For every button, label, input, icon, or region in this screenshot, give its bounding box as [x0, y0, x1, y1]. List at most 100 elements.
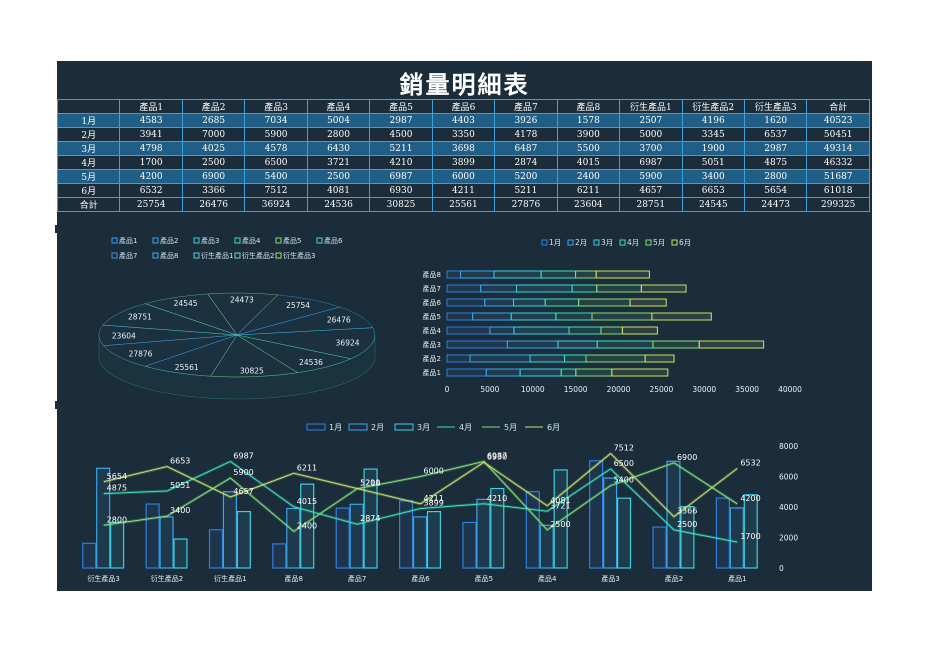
pie-data-label: 24536: [299, 358, 323, 367]
table-cell: 2800: [743, 169, 808, 184]
bar-segment: [446, 312, 474, 321]
bar: [462, 521, 477, 569]
table-cell: 5000: [619, 127, 683, 142]
table-cell: 25754: [119, 197, 183, 212]
table-cell: 4178: [494, 127, 558, 142]
bar-segment: [446, 284, 482, 293]
table-cell: 4211: [431, 183, 496, 198]
legend-label: 4月: [627, 238, 639, 247]
y-category-label: 產品2: [423, 354, 441, 363]
bar-segment: [469, 354, 531, 363]
table-header-cell: 衍生產品2: [681, 99, 745, 114]
table-header-cell: 產品2: [181, 99, 246, 114]
legend-swatch: [275, 252, 282, 259]
bar-segment: [472, 312, 512, 321]
bar: [525, 491, 540, 569]
bar-segment: [519, 368, 562, 377]
x-category-label: 產品2: [665, 574, 683, 583]
legend-label: 5月: [653, 238, 665, 247]
y-category-label: 產品7: [423, 284, 441, 293]
bar: [652, 526, 667, 569]
data-label: 4657: [233, 487, 253, 496]
legend-label: 5月: [504, 423, 517, 432]
table-header-cell: 產品3: [244, 99, 308, 114]
bar: [363, 468, 378, 569]
series-line: [103, 460, 738, 543]
x-tick-label: 20000: [607, 385, 631, 394]
data-label: 2500: [677, 520, 697, 529]
bar-segment: [493, 270, 542, 279]
bar-segment: [515, 284, 573, 293]
row-label: 合計: [56, 197, 121, 212]
legend-swatch: [152, 237, 159, 244]
table-cell: 2507: [619, 113, 683, 128]
x-category-label: 衍生產品3: [87, 574, 119, 583]
table-cell: 2685: [181, 113, 246, 128]
legend-swatch: [111, 237, 118, 244]
legend-swatch: [316, 237, 323, 244]
y-tick-label: 6000: [779, 473, 798, 482]
legend-label: 產品2: [160, 236, 178, 245]
table-cell: 23604: [556, 197, 621, 212]
legend-label: 6月: [547, 423, 560, 432]
bar-segment: [585, 354, 646, 363]
bar-segment: [446, 340, 508, 349]
bar-segment: [540, 270, 577, 279]
table-cell: 24536: [306, 197, 371, 212]
table-cell: 1578: [556, 113, 621, 128]
table-cell: 49314: [806, 141, 870, 156]
pie-data-label: 26476: [327, 315, 351, 324]
bar: [110, 521, 125, 569]
data-label: 4875: [107, 484, 127, 493]
table-cell: 4875: [743, 155, 808, 170]
table-cell: 2987: [369, 113, 433, 128]
data-label: 5654: [107, 472, 127, 481]
table-row: 2月 3941 7000 5900 2800 4500 3350 4178 3900 5000 33…: [56, 127, 870, 142]
x-tick-label: 25000: [649, 385, 673, 394]
bar-segment: [640, 284, 687, 293]
bar-segment: [489, 326, 515, 335]
legend-swatch: [234, 252, 241, 259]
bar: [236, 510, 251, 569]
bar: [539, 524, 554, 569]
table-cell: 2874: [494, 155, 558, 170]
bar: [715, 497, 730, 569]
x-category-label: 產品3: [601, 574, 619, 583]
bar-segment: [575, 270, 597, 279]
table-row: 6月 6532 3366 7512 4081 6930 4211 5211 6211 4657 66…: [56, 183, 870, 198]
row-label: 3月: [56, 141, 121, 156]
divider-mark: [55, 401, 57, 409]
legend-swatch: [111, 252, 118, 259]
table-cell: 5211: [494, 183, 558, 198]
data-label: 6000: [424, 467, 444, 476]
table-cell: 5004: [306, 113, 371, 128]
table-cell: 3345: [681, 127, 745, 142]
table-header-cell: 產品7: [494, 99, 558, 114]
bar-segment: [591, 312, 653, 321]
horizontal-bar-chart: 1月 2月 3月 4月 5月 6月 0 5000 10000 15000 20000 25000 300…: [423, 238, 803, 394]
page-title: 銷量明細表: [399, 70, 530, 99]
data-label: 4210: [487, 494, 507, 503]
pie-slice: [236, 327, 376, 359]
table-cell: 6930: [369, 183, 433, 198]
legend-swatch: [593, 239, 600, 246]
bar-segment: [446, 368, 487, 377]
table-cell: 6537: [743, 127, 808, 142]
table-cell: 2500: [306, 169, 371, 184]
pie-slice: [102, 303, 238, 336]
x-category-label: 產品4: [538, 574, 557, 583]
row-label: 6月: [56, 183, 121, 198]
legend-swatch: [234, 237, 241, 244]
bar: [349, 503, 364, 569]
x-category-label: 產品1: [728, 574, 746, 583]
bar: [286, 507, 301, 569]
bar-segment: [560, 368, 577, 377]
data-label: 4081: [550, 496, 570, 505]
bar-segment: [513, 326, 570, 335]
table-row: 合計 25754 26476 36924 24536 30825 25561 27876 236…: [56, 197, 870, 212]
pie-data-label: 24545: [174, 299, 198, 308]
row-label: 5月: [56, 169, 121, 184]
table-cell: 6987: [619, 155, 683, 170]
table-cell: 5400: [244, 169, 308, 184]
y-tick-label: 8000: [779, 442, 798, 451]
